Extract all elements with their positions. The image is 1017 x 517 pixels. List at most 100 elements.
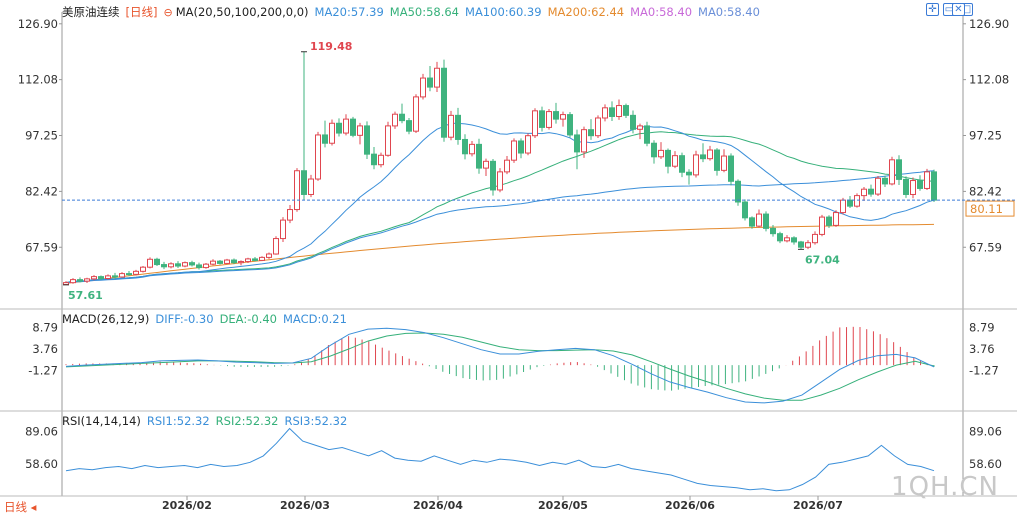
candle-body	[686, 171, 692, 176]
ma200-value: MA200:62.44	[547, 5, 625, 19]
candle-body	[658, 149, 664, 158]
candle-body	[644, 125, 650, 144]
candle-body	[245, 258, 251, 263]
candle-body	[217, 260, 223, 264]
candle-body	[308, 178, 314, 195]
candle-body	[224, 259, 230, 264]
candle-body	[126, 273, 132, 276]
candle-body	[119, 273, 125, 278]
candle-body	[721, 155, 727, 171]
candle-body	[854, 195, 860, 207]
candle-body	[392, 113, 398, 127]
candle-body	[497, 171, 503, 191]
candle-body	[273, 238, 279, 255]
price-y-tick-right: 82.42	[969, 184, 1002, 198]
candle-body	[70, 279, 76, 284]
macd-params: MACD(26,12,9)	[62, 312, 150, 326]
candle-body	[805, 242, 811, 248]
candle-body	[427, 77, 433, 88]
candle-body	[329, 122, 335, 144]
rsi-y-tick-left: 89.06	[25, 425, 58, 439]
candle-body	[539, 110, 545, 128]
candle-body	[784, 237, 790, 242]
candle-body	[189, 262, 195, 266]
candle-body	[546, 111, 552, 128]
price-y-tick-left: 82.42	[25, 184, 58, 198]
candle-body	[406, 120, 412, 132]
candle-body	[511, 140, 517, 161]
candle-body	[917, 180, 923, 189]
candle-body	[175, 263, 181, 267]
candle-body	[434, 67, 440, 88]
macd-dea-line	[65, 332, 935, 401]
settings-icon[interactable]: ⊖	[163, 5, 173, 19]
candle-body	[77, 279, 83, 282]
candle-body	[791, 237, 797, 243]
candle-body	[259, 256, 265, 261]
candle-body	[777, 233, 783, 242]
candle-body	[840, 199, 846, 214]
candle-body	[826, 216, 832, 226]
period-button[interactable]: 日线 ◂	[4, 499, 36, 515]
candle-body	[910, 180, 916, 195]
candle-body	[756, 213, 762, 227]
candle-body	[588, 129, 594, 137]
candle-body	[714, 149, 720, 171]
candle-body	[609, 107, 615, 117]
candle-body	[147, 258, 153, 268]
ma20-line	[65, 122, 935, 284]
candle-body	[133, 270, 139, 275]
candle-body	[574, 134, 580, 153]
candle-body	[203, 263, 209, 269]
macd-y-tick-right: 3.76	[969, 342, 995, 356]
rsi-params: RSI(14,14,14)	[62, 414, 141, 428]
candle-body	[196, 264, 202, 269]
candle-body	[385, 125, 391, 156]
rsi3-value: RSI3:52.32	[284, 414, 348, 428]
macd-y-tick-right: -1.27	[969, 364, 999, 378]
candle-body	[581, 129, 587, 153]
candle-body	[182, 262, 188, 267]
dropdown-arrow-icon[interactable]: ◂	[30, 500, 37, 514]
candle-body	[651, 142, 657, 158]
candle-body	[525, 135, 531, 154]
high-annotation: 119.48	[310, 40, 352, 53]
macd-hist-value: MACD:0.21	[282, 312, 347, 326]
low-annotation: 57.61	[68, 289, 103, 302]
candle-body	[812, 233, 818, 244]
candle-body	[798, 241, 804, 248]
candle-body	[637, 125, 643, 130]
price-y-tick-left: 126.90	[18, 17, 58, 31]
ma200-line	[65, 223, 935, 284]
period-button-label[interactable]: 日线	[4, 500, 27, 514]
rsi-header: RSI(14,14,14) RSI1:52.32 RSI2:52.32 RSI3…	[62, 414, 347, 428]
candle-body	[742, 201, 748, 219]
macd-diff-value: DIFF:-0.30	[155, 312, 214, 326]
macd-y-tick-right: 8.79	[969, 320, 995, 334]
period-label[interactable]: [日线]	[125, 5, 158, 19]
rsi-y-tick-right: 58.60	[969, 457, 1002, 471]
candle-body	[469, 143, 475, 155]
candle-body	[266, 253, 272, 258]
candle-body	[616, 105, 622, 117]
candle-body	[343, 118, 349, 134]
candle-body	[707, 149, 713, 160]
candle-body	[161, 264, 167, 268]
candle-body	[665, 149, 671, 167]
x-axis-tick: 2026/03	[280, 499, 330, 512]
candle-body	[357, 125, 363, 136]
candle-body	[476, 143, 482, 169]
x-axis-tick: 2026/06	[665, 499, 715, 512]
x-axis-tick: 2026/02	[162, 499, 212, 512]
close-icon[interactable]: ✕	[952, 3, 965, 16]
macd-diff-line	[65, 327, 935, 404]
candle-body	[98, 276, 104, 279]
price-y-tick-left: 112.08	[18, 73, 58, 87]
candle-body	[462, 138, 468, 155]
x-axis-tick: 2026/04	[413, 499, 463, 512]
candle-body	[896, 159, 902, 180]
macd-y-tick-left: 8.79	[32, 320, 58, 334]
candle-body	[448, 114, 454, 138]
crosshair-icon[interactable]: ✛	[926, 3, 939, 16]
candle-body	[287, 209, 293, 221]
